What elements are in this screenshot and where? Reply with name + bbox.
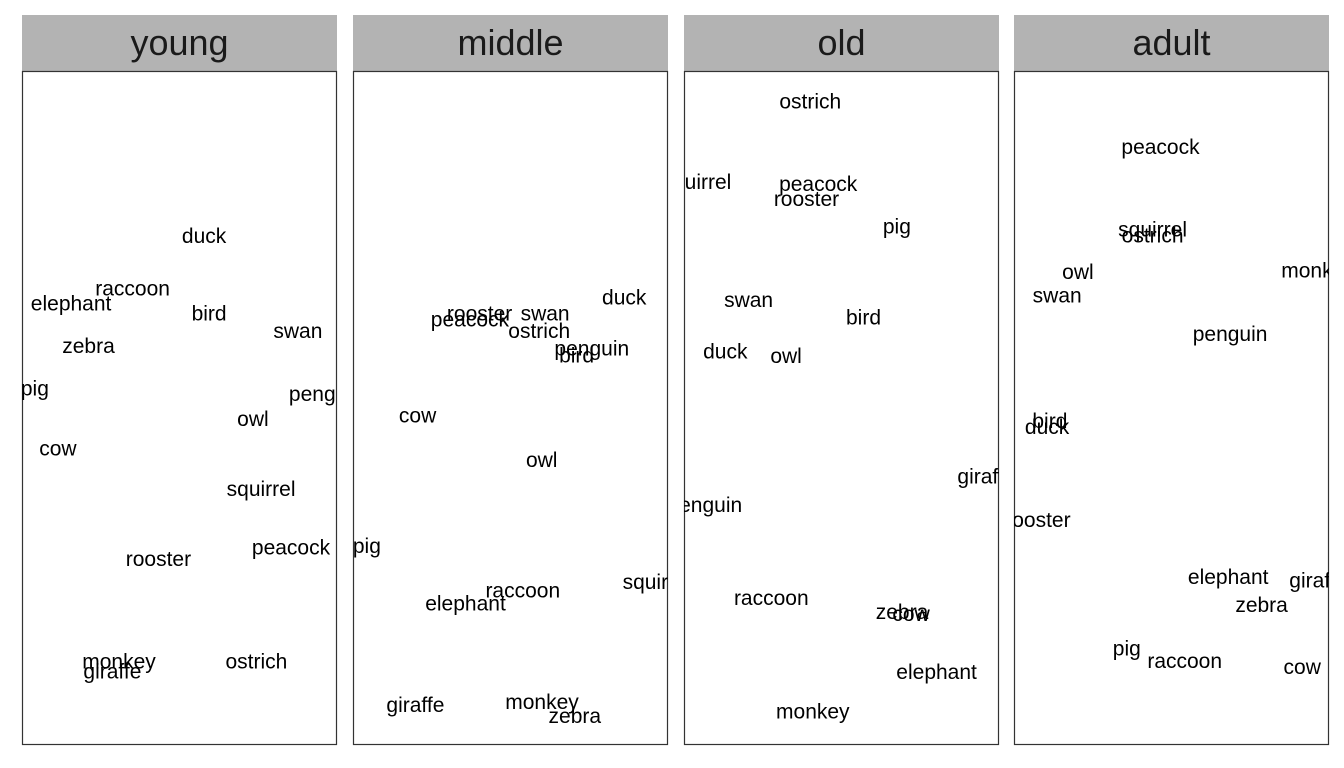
word-label: cow — [892, 603, 930, 626]
word-label: ostrich — [508, 320, 570, 343]
word-label: penguin — [289, 383, 364, 406]
panel-border — [352, 70, 669, 746]
word-label: zebra — [876, 601, 929, 624]
word-label: rooster — [1005, 509, 1070, 532]
word-label: giraffe — [386, 694, 444, 717]
word-label: squirrel — [1118, 218, 1187, 241]
word-label: penguin — [667, 494, 742, 517]
word-label: peacock — [779, 173, 858, 196]
word-label: pig — [883, 216, 911, 239]
word-label: swan — [521, 303, 570, 326]
word-label: duck — [703, 340, 748, 363]
facet-strip — [684, 15, 999, 71]
word-label: pig — [353, 535, 381, 558]
word-label: peacock — [431, 309, 510, 332]
word-label: swan — [1033, 284, 1082, 307]
word-label: cow — [39, 437, 77, 460]
facet-strip-label: old — [817, 22, 865, 63]
word-label: penguin — [1193, 323, 1268, 346]
word-label: squirrel — [227, 478, 296, 501]
word-label: elephant — [896, 661, 977, 684]
facet-strip-label: middle — [457, 22, 563, 63]
word-label: raccoon — [1147, 650, 1222, 673]
word-label: owl — [237, 408, 269, 431]
word-label: cow — [1284, 656, 1322, 679]
word-label: raccoon — [734, 587, 809, 610]
word-label: pig — [1113, 638, 1141, 661]
word-label: ostrich — [1122, 225, 1184, 248]
word-label: raccoon — [95, 278, 170, 301]
word-label: squirrel — [623, 571, 692, 594]
word-label: bird — [192, 303, 227, 326]
word-label: elephant — [31, 293, 112, 316]
word-label: duck — [602, 287, 647, 310]
word-label: zebra — [549, 705, 602, 728]
word-label: swan — [273, 320, 322, 343]
word-label: zebra — [62, 335, 115, 358]
panel-border — [1013, 70, 1330, 746]
word-label: monkey — [505, 691, 579, 714]
word-label: giraffe — [1289, 570, 1344, 593]
word-label: pig — [21, 378, 49, 401]
word-label: ostrich — [225, 650, 287, 673]
word-label: ostrich — [779, 90, 841, 113]
word-label: peacock — [252, 537, 331, 560]
word-label: bird — [1032, 410, 1067, 433]
facet-strip-label: young — [130, 22, 228, 63]
word-label: peacock — [1121, 136, 1200, 159]
facet-strip — [353, 15, 668, 71]
word-label: rooster — [126, 548, 191, 571]
word-label: duck — [1025, 416, 1070, 439]
word-label: duck — [182, 225, 227, 248]
word-label: penguin — [554, 338, 629, 361]
word-label: giraffe — [83, 661, 141, 684]
word-label: swan — [724, 289, 773, 312]
word-label: owl — [526, 449, 558, 472]
word-label: monkey — [776, 700, 850, 723]
word-label: elephant — [425, 593, 506, 616]
word-label: owl — [1062, 261, 1094, 284]
word-label: rooster — [447, 303, 512, 326]
word-label: monkey — [82, 650, 156, 673]
word-label: bird — [559, 344, 594, 367]
word-label: cow — [399, 404, 437, 427]
word-label: zebra — [1235, 594, 1288, 617]
facet-panel-middle: middle duck rooster swan peacock ostrichpengu… — [352, 15, 692, 746]
panel-border — [21, 70, 338, 746]
word-label: giraffe — [957, 466, 1015, 489]
word-label: rooster — [774, 188, 839, 211]
facet-strip — [22, 15, 337, 71]
word-label: elephant — [1188, 566, 1269, 589]
word-label: bird — [846, 307, 881, 330]
word-label: raccoon — [485, 580, 560, 603]
panel-border — [683, 70, 1000, 746]
word-label: squirrel — [662, 171, 731, 194]
word-label: owl — [770, 345, 802, 368]
facet-strip-label: adult — [1132, 22, 1210, 63]
word-label: monkey — [1281, 260, 1344, 283]
facet-strip — [1014, 15, 1329, 71]
